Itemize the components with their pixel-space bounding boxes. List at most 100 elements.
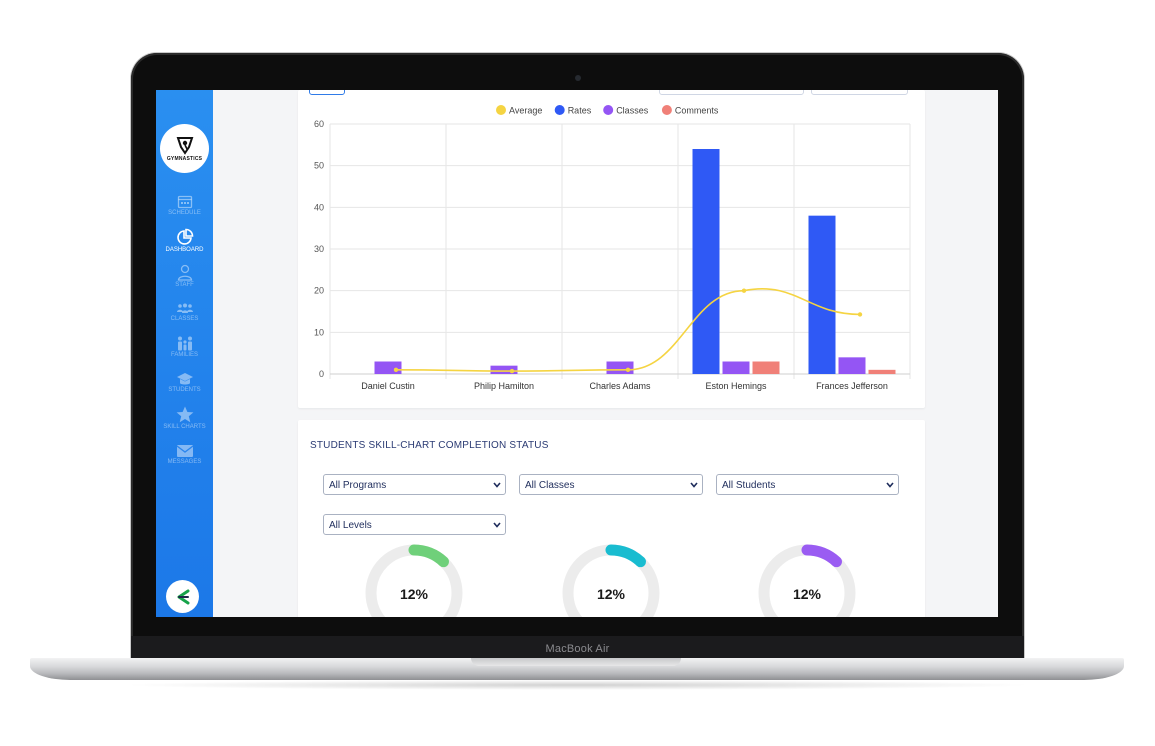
calendar-icon [177,195,192,209]
y-tick-label: 30 [314,244,324,254]
sidebar-label-families: FAMILIES [170,352,198,358]
top-select-2[interactable] [811,90,908,95]
completion-donut: 12% [561,543,661,617]
bar-comments [868,369,896,374]
completion-donut: 12% [364,543,464,617]
graduation-cap-icon [176,373,193,385]
y-tick-label: 10 [314,327,324,337]
programs-select-value: All Programs [329,480,387,491]
x-tick-label: Frances Jefferson [816,381,888,391]
bar-classes [606,361,634,374]
y-axis-ticks: 0 10 20 30 40 50 60 [314,119,324,379]
y-tick-label: 40 [314,202,324,212]
completion-card: STUDENTS SKILL-CHART COMPLETION STATUS A… [298,420,925,617]
sidebar-label-students: STUDENTS [168,387,201,393]
sidebar-label-schedule: SCHEDULE [168,210,201,216]
average-line-layer [393,288,863,374]
chart-bars [374,149,896,374]
laptop-base [30,658,1124,680]
levels-select-value: All Levels [329,520,372,531]
donut-progress-arc [562,544,660,617]
sidebar-item-skill-charts[interactable]: SKILL CHARTS [156,406,213,430]
legend-label: Classes [616,106,649,116]
chevron-down-icon [690,482,698,488]
legend-swatch-average [496,105,506,115]
donut-value: 12% [596,586,626,602]
sidebar-item-schedule[interactable]: SCHEDULE [156,194,213,216]
sidebar-item-staff[interactable]: STAFF [156,264,213,288]
top-toggle-button[interactable] [309,90,345,95]
x-tick-label: Daniel Custin [361,381,415,391]
legend-label: Average [509,106,542,116]
screen: GYMNASTICS SCHEDULE DASHBOARD STAFF [156,90,998,617]
logo-text: GYMNASTICS [166,156,203,162]
average-point [509,368,515,374]
family-icon [177,336,192,351]
top-select-1[interactable] [659,90,804,95]
chart-legend: Average Rates Classes Comments [496,105,719,116]
donut-ring [365,544,463,617]
y-tick-label: 20 [314,286,324,296]
legend-swatch-classes [603,105,614,115]
camera [575,75,581,81]
x-tick-label: Philip Hamilton [474,381,534,391]
x-axis-ticks: Daniel Custin Philip Hamilton Charles Adam… [361,381,888,391]
collapse-sidebar-button[interactable] [166,580,199,613]
star-icon [176,406,193,423]
pie-chart-icon [176,228,193,245]
sidebar-label-dashboard: DASHBOARD [165,247,204,253]
completion-donut: 12% [757,543,857,617]
bar-classes [374,361,402,374]
bar-classes [838,357,866,374]
chevron-down-icon [493,482,501,488]
sidebar-item-students[interactable]: STUDENTS [156,372,213,393]
chevron-down-icon [886,482,894,488]
programs-select[interactable]: All Programs [323,474,506,495]
sidebar-label-staff: STAFF [175,282,194,288]
gymnastics-logo-icon [176,137,193,155]
bar-comments [752,361,780,374]
envelope-icon [176,445,193,457]
sidebar-item-messages[interactable]: MESSAGES [156,444,213,465]
donut-value: 12% [792,586,822,602]
y-tick-label: 0 [319,369,324,379]
y-tick-label: 60 [314,119,324,129]
sidebar-item-dashboard[interactable]: DASHBOARD [156,228,213,253]
bar-rates [692,149,720,374]
bar-classes [490,365,518,374]
x-tick-label: Eston Hemings [705,381,767,391]
classes-select-value: All Classes [525,480,575,491]
laptop-shadow [120,680,1035,690]
donut-ring [562,544,660,617]
students-select[interactable]: All Students [716,474,899,495]
group-icon [176,303,193,313]
sidebar-item-families[interactable]: FAMILIES [156,336,213,358]
legend-label: Rates [568,106,592,116]
sidebar-item-classes[interactable]: CLASSES [156,303,213,322]
staff-bar-chart: Average Rates Classes Comments 0 10 20 30 40 50 6… [314,105,911,391]
bar-rates [808,215,836,374]
classes-select[interactable]: All Classes [519,474,703,495]
students-select-value: All Students [722,480,776,491]
legend-swatch-comments [661,105,672,115]
brand-logo[interactable]: GYMNASTICS [160,124,209,173]
donut-progress-arc [758,544,856,617]
average-point [857,312,863,317]
completion-title: STUDENTS SKILL-CHART COMPLETION STATUS [310,440,549,451]
chevron-left-icon [177,589,189,604]
levels-select[interactable]: All Levels [323,514,506,535]
average-line [395,288,861,372]
x-tick-label: Charles Adams [589,381,651,391]
sidebar-label-messages: MESSAGES [167,459,202,465]
y-tick-label: 50 [314,161,324,171]
chart-card: Average Rates Classes Comments 0 10 20 30 40 50 6… [298,90,925,408]
legend-label: Comments [675,106,719,116]
bar-classes [722,361,750,374]
average-point [393,367,399,373]
sidebar-label-classes: CLASSES [170,316,199,322]
laptop-notch [471,658,681,666]
sidebar: GYMNASTICS SCHEDULE DASHBOARD STAFF [156,90,213,617]
average-point [625,367,631,373]
person-icon [177,264,192,281]
device-label: MacBook Air [545,643,610,655]
